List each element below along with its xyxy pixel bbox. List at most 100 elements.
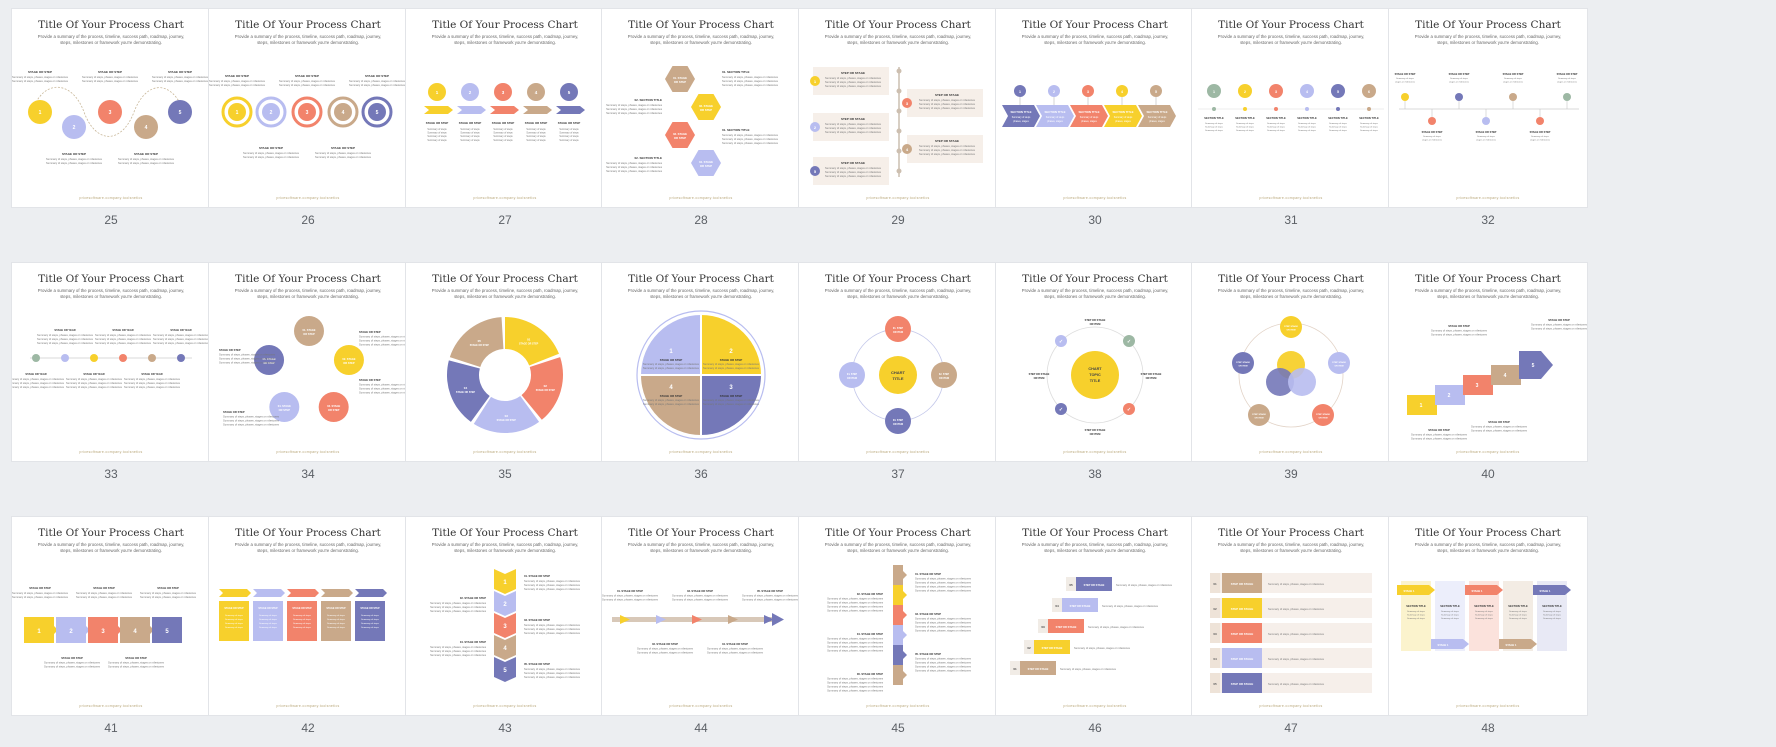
slide-thumbnail-35[interactable]: 01 STAGE OR STEP 02 STAGE OR STEP 03 STAGE OR…	[406, 263, 604, 485]
slide-thumbnail-45[interactable]: 01. STAGE OR STEP Summary of steps, phase…	[799, 517, 997, 739]
slide-thumbnail-44[interactable]: 01. STAGE OR STEP Summary of steps, phase…	[602, 517, 800, 739]
ring-label: STEP OR STAGE	[1085, 318, 1106, 322]
slide-preview[interactable]: 1 SECTION TITLE Summary of steps phases, st…	[996, 9, 1194, 207]
slide-preview[interactable]: 1 01. STAGE OR STEP Summary of steps, phas…	[406, 517, 604, 715]
slide-preview[interactable]: STAGE OR STEP Summary of steps Summary of …	[209, 517, 407, 715]
slide-thumbnail-41[interactable]: 1 2 3 4 5 STAGE OR STEP Summary of steps, phas…	[12, 517, 210, 739]
stage-heading: STEP OR STAGE	[935, 93, 959, 97]
slide-thumbnail-33[interactable]: STAGE OR YEAR Summary of steps, phases, s…	[12, 263, 210, 485]
slide-thumbnail-27[interactable]: 1 STAGE OR STEP Summary of steps Summary of…	[406, 9, 604, 231]
summary-text: Summary of steps	[361, 626, 380, 629]
slide-subtitle: Provide a summary of the process, timeli…	[1021, 288, 1169, 299]
check-icon: ✓	[1127, 407, 1131, 413]
step-label: 01. STEP	[893, 327, 904, 330]
timeline-dot	[896, 168, 902, 174]
slide-preview[interactable]: CHART TITLE 01. STEP OR ITEM 02. STEP OR ITEM…	[799, 263, 997, 461]
slide-thumbnail-46[interactable]: 05 STEP OR STAGE Summary of steps, phases,…	[996, 517, 1194, 739]
slide-preview[interactable]: 1 SECTION TITLE Summary of steps Summary of…	[1192, 9, 1390, 207]
slide-preview[interactable]: 05 STEP OR STAGE Summary of steps, phases,…	[996, 517, 1194, 715]
stair-number: 1	[1420, 403, 1423, 409]
slide-thumbnail-38[interactable]: CHART TOPIC TITLE ✓ ✓ ✓ ✓ STEP OR STAGE OR ITEM S…	[996, 263, 1194, 485]
stage-number: 2	[503, 602, 507, 608]
slide-footer: pricesoftware.company.toolsnetics	[1456, 196, 1520, 200]
stage-label: 01. STAGE	[302, 328, 315, 332]
slide-thumbnail-39[interactable]: STEP STAGE OR ITEM STEP STAGE OR ITEM STEP S…	[1192, 263, 1390, 485]
summary-text: Summary of steps, phases, stages or mile…	[12, 381, 65, 385]
summary-text: Summary of steps, phases, stages or mile…	[44, 661, 101, 665]
slide-preview[interactable]: 01. STAGE OR STEP Summary of steps, phase…	[799, 517, 997, 715]
summary-text: Summary of steps, phases, stages or mile…	[703, 402, 760, 406]
stage-circle	[527, 83, 545, 101]
stage-heading: STAGE OR STEP	[1557, 72, 1578, 76]
donut-segment	[473, 396, 540, 433]
slide-thumbnail-31[interactable]: 1 SECTION TITLE Summary of steps Summary of…	[1192, 9, 1390, 231]
slide-preview[interactable]: STEP STAGE OR ITEM STEP STAGE OR ITEM STEP S…	[1192, 263, 1390, 461]
slide-preview[interactable]: 01. STAGE OR STEP 02. STAGE OR STEP 03. STAG…	[602, 9, 800, 207]
slide-preview[interactable]: 1 STEP OR STAGE Summary of steps, phases, …	[799, 9, 997, 207]
slide-preview[interactable]: 1 2 3 4 5 STAGE OR STEP Summary of steps, phas…	[12, 9, 210, 207]
summary-text: Summary of steps, phases, stages or mile…	[722, 75, 779, 79]
stage-chevron	[1104, 105, 1142, 127]
stage-circle	[428, 83, 446, 101]
slide-thumbnail-28[interactable]: 01. STAGE OR STEP 02. STAGE OR STEP 03. STAG…	[602, 9, 800, 231]
slide-thumbnail-40[interactable]: 1 2 3 4 5 STAGE OR STEP Summary of steps, phas…	[1389, 263, 1587, 485]
section-heading: 02. SECTION TITLE	[634, 156, 662, 160]
section-heading: SECTION TITLE	[1508, 604, 1528, 608]
slide-preview[interactable]: 1 2 3 4 5 STAGE OR STEP Summary of steps, phas…	[209, 9, 407, 207]
slide-thumbnail-36[interactable]: 1 STAGE OR STEP Summary of steps, phases, …	[602, 263, 800, 485]
slide-thumbnail-42[interactable]: STAGE OR STEP Summary of steps Summary of …	[209, 517, 407, 739]
slide-thumbnail-32[interactable]: STAGE OR STEP Summary of steps stages or m…	[1389, 9, 1587, 231]
summary-text: Summary of steps, phases, stages or mile…	[825, 84, 882, 88]
summary-text: Summary of steps, phases, stages or mile…	[606, 161, 663, 165]
quadrant-number: 3	[729, 385, 733, 391]
slide-preview[interactable]: 01 STEP OR STAGE Summary of steps, phases,…	[1192, 517, 1390, 715]
slide-thumbnail-25[interactable]: 1 2 3 4 5 STAGE OR STEP Summary of steps, phas…	[12, 9, 210, 231]
stage-chevron	[424, 106, 453, 114]
quadrant-heading: STAGE OR STEP	[720, 394, 743, 398]
slide-preview[interactable]: 1 STAGE OR STEP Summary of steps, phases, …	[602, 263, 800, 461]
summary-text: Summary of steps, phases, stages or mile…	[524, 623, 581, 627]
slide-number: 32	[1481, 213, 1495, 227]
slide-preview[interactable]: 1 STAGE OR STEP Summary of steps Summary of…	[406, 9, 604, 207]
stage-number: 2	[73, 125, 76, 131]
summary-text: Summary of steps, phases, stages or mile…	[915, 661, 972, 665]
summary-text: Summary of steps, phases, stages or mile…	[12, 377, 65, 381]
slide-thumbnail-37[interactable]: CHART TITLE 01. STEP OR ITEM 02. STEP OR ITEM…	[799, 263, 997, 485]
summary-text: Summary of steps, phases, stages or mile…	[672, 598, 729, 602]
stage-number: 2	[1244, 90, 1246, 94]
year-heading: STAGE OR YEAR	[54, 328, 75, 332]
slide-preview[interactable]: 1 2 3 4 5 STAGE OR STEP Summary of steps, phas…	[1389, 263, 1587, 461]
slide-thumbnail-47[interactable]: 01 STEP OR STAGE Summary of steps, phases,…	[1192, 517, 1390, 739]
slide-preview[interactable]: CHART TOPIC TITLE ✓ ✓ ✓ ✓ STEP OR STAGE OR ITEM S…	[996, 263, 1194, 461]
check-circle	[1055, 403, 1067, 415]
stage-arrow-label: STAGE 1	[1540, 589, 1551, 593]
timeline-arrow	[656, 615, 666, 624]
slide-preview[interactable]: 1 2 3 4 5 STAGE OR STEP Summary of steps, phas…	[12, 517, 210, 715]
slide-preview[interactable]: 01 STAGE OR STEP 02 STAGE OR STEP 03 STAGE OR…	[406, 263, 604, 461]
slide-thumbnail-26[interactable]: 1 2 3 4 5 STAGE OR STEP Summary of steps, phas…	[209, 9, 407, 231]
slide-thumbnail-30[interactable]: 1 SECTION TITLE Summary of steps phases, st…	[996, 9, 1194, 231]
slide-preview[interactable]: 01. STAGE OR STEP Summary of steps, phase…	[602, 517, 800, 715]
slide-thumbnail-29[interactable]: 1 STEP OR STAGE Summary of steps, phases, …	[799, 9, 997, 231]
slide-thumbnail-48[interactable]: STAGE 1 STAGE 1 STAGE 1 STAGE 1 STAGE 1 SECTI…	[1389, 517, 1587, 739]
slide-thumbnail-34[interactable]: 01. STAGE OR STEP 02. STAGE OR STEP 03. STAG…	[209, 263, 407, 485]
stage-label: OR ITEM	[1238, 366, 1247, 368]
slide-preview[interactable]: 01. STAGE OR STEP 02. STAGE OR STEP 03. STAG…	[209, 263, 407, 461]
step-circle	[839, 362, 865, 388]
stage-card	[321, 601, 351, 641]
summary-text: Summary of steps, phases, stages or mile…	[209, 79, 266, 83]
summary-text: Summary of steps, phases, stages or mile…	[37, 341, 94, 345]
step-label: 02. STEP	[939, 373, 950, 376]
stage-circle	[810, 76, 820, 86]
slide-title: Title Of Your Process Chart	[825, 527, 971, 539]
slide-preview[interactable]: STAGE OR YEAR Summary of steps, phases, s…	[12, 263, 210, 461]
slide-subtitle: Provide a summary of the process, timeli…	[1414, 288, 1562, 299]
slide-preview[interactable]: STAGE 1 STAGE 1 STAGE 1 STAGE 1 STAGE 1 SECTI…	[1389, 517, 1587, 715]
card-heading: STAGE OR STEP	[224, 607, 244, 610]
slide-preview[interactable]: STAGE OR STEP Summary of steps stages or m…	[1389, 9, 1587, 207]
summary-text: Summary of steps, phases, stages or mile…	[37, 333, 94, 337]
summary-text: Summary of steps, phases, stages or mile…	[827, 609, 884, 613]
section-heading: SECTION TITLE	[1204, 116, 1224, 120]
slide-thumbnail-43[interactable]: 1 01. STAGE OR STEP Summary of steps, phas…	[406, 517, 604, 739]
